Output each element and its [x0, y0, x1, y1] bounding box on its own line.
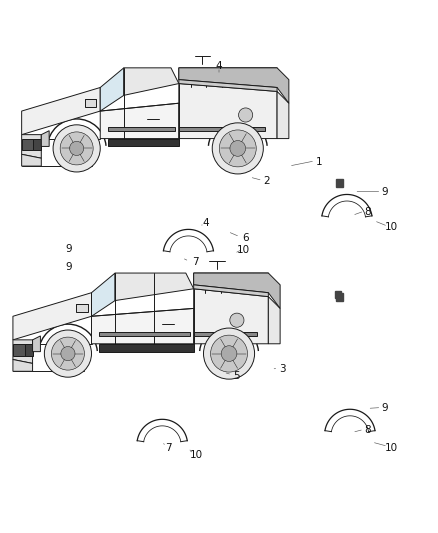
- Polygon shape: [194, 332, 257, 336]
- Circle shape: [230, 141, 246, 156]
- Polygon shape: [13, 293, 92, 340]
- Circle shape: [60, 132, 93, 165]
- Circle shape: [53, 125, 100, 172]
- Polygon shape: [85, 99, 96, 107]
- Circle shape: [239, 108, 253, 122]
- Polygon shape: [108, 139, 179, 147]
- Polygon shape: [194, 273, 280, 309]
- Text: 9: 9: [65, 262, 72, 271]
- Polygon shape: [277, 92, 289, 139]
- Polygon shape: [41, 131, 49, 147]
- Text: 9: 9: [381, 187, 388, 197]
- Polygon shape: [194, 273, 268, 293]
- Polygon shape: [194, 289, 268, 344]
- Polygon shape: [33, 139, 41, 150]
- Polygon shape: [179, 68, 277, 87]
- Circle shape: [219, 130, 256, 167]
- Polygon shape: [124, 68, 179, 95]
- Polygon shape: [92, 309, 194, 344]
- Polygon shape: [100, 68, 124, 111]
- Text: 8: 8: [364, 207, 371, 217]
- Circle shape: [212, 123, 263, 174]
- Circle shape: [204, 328, 254, 379]
- Text: 4: 4: [215, 61, 223, 71]
- Text: 9: 9: [381, 403, 388, 414]
- Text: 10: 10: [385, 222, 398, 232]
- Polygon shape: [179, 79, 277, 92]
- Polygon shape: [336, 179, 343, 187]
- Polygon shape: [179, 127, 265, 131]
- Polygon shape: [92, 273, 115, 316]
- Circle shape: [211, 335, 247, 372]
- Polygon shape: [21, 135, 41, 158]
- Polygon shape: [108, 127, 175, 131]
- Text: 10: 10: [190, 450, 203, 460]
- Polygon shape: [336, 293, 343, 301]
- Text: 1: 1: [316, 157, 323, 167]
- Polygon shape: [99, 344, 194, 352]
- Polygon shape: [268, 297, 280, 344]
- Polygon shape: [21, 139, 33, 150]
- Text: 6: 6: [242, 233, 248, 243]
- Circle shape: [51, 337, 85, 370]
- Text: 7: 7: [192, 257, 198, 267]
- Text: 10: 10: [385, 443, 398, 453]
- Circle shape: [61, 346, 75, 361]
- Polygon shape: [99, 332, 190, 336]
- Polygon shape: [13, 359, 32, 372]
- Circle shape: [230, 313, 244, 327]
- Polygon shape: [13, 340, 32, 364]
- Polygon shape: [100, 103, 179, 139]
- Text: 8: 8: [364, 425, 371, 435]
- Polygon shape: [21, 154, 41, 166]
- Polygon shape: [179, 68, 289, 103]
- Text: 7: 7: [166, 443, 172, 453]
- Polygon shape: [115, 273, 194, 301]
- Polygon shape: [21, 87, 100, 135]
- Polygon shape: [25, 344, 32, 356]
- Text: 2: 2: [264, 176, 270, 187]
- Circle shape: [221, 346, 237, 361]
- Circle shape: [44, 330, 92, 377]
- Polygon shape: [194, 285, 268, 297]
- Text: 10: 10: [237, 245, 250, 255]
- Polygon shape: [32, 336, 40, 352]
- Polygon shape: [76, 304, 88, 312]
- Text: 3: 3: [279, 364, 286, 374]
- Text: 4: 4: [203, 218, 209, 228]
- Circle shape: [70, 141, 84, 156]
- Text: 5: 5: [233, 370, 240, 381]
- Polygon shape: [335, 290, 341, 298]
- Text: 9: 9: [65, 244, 72, 254]
- Polygon shape: [179, 84, 277, 139]
- Polygon shape: [13, 344, 25, 356]
